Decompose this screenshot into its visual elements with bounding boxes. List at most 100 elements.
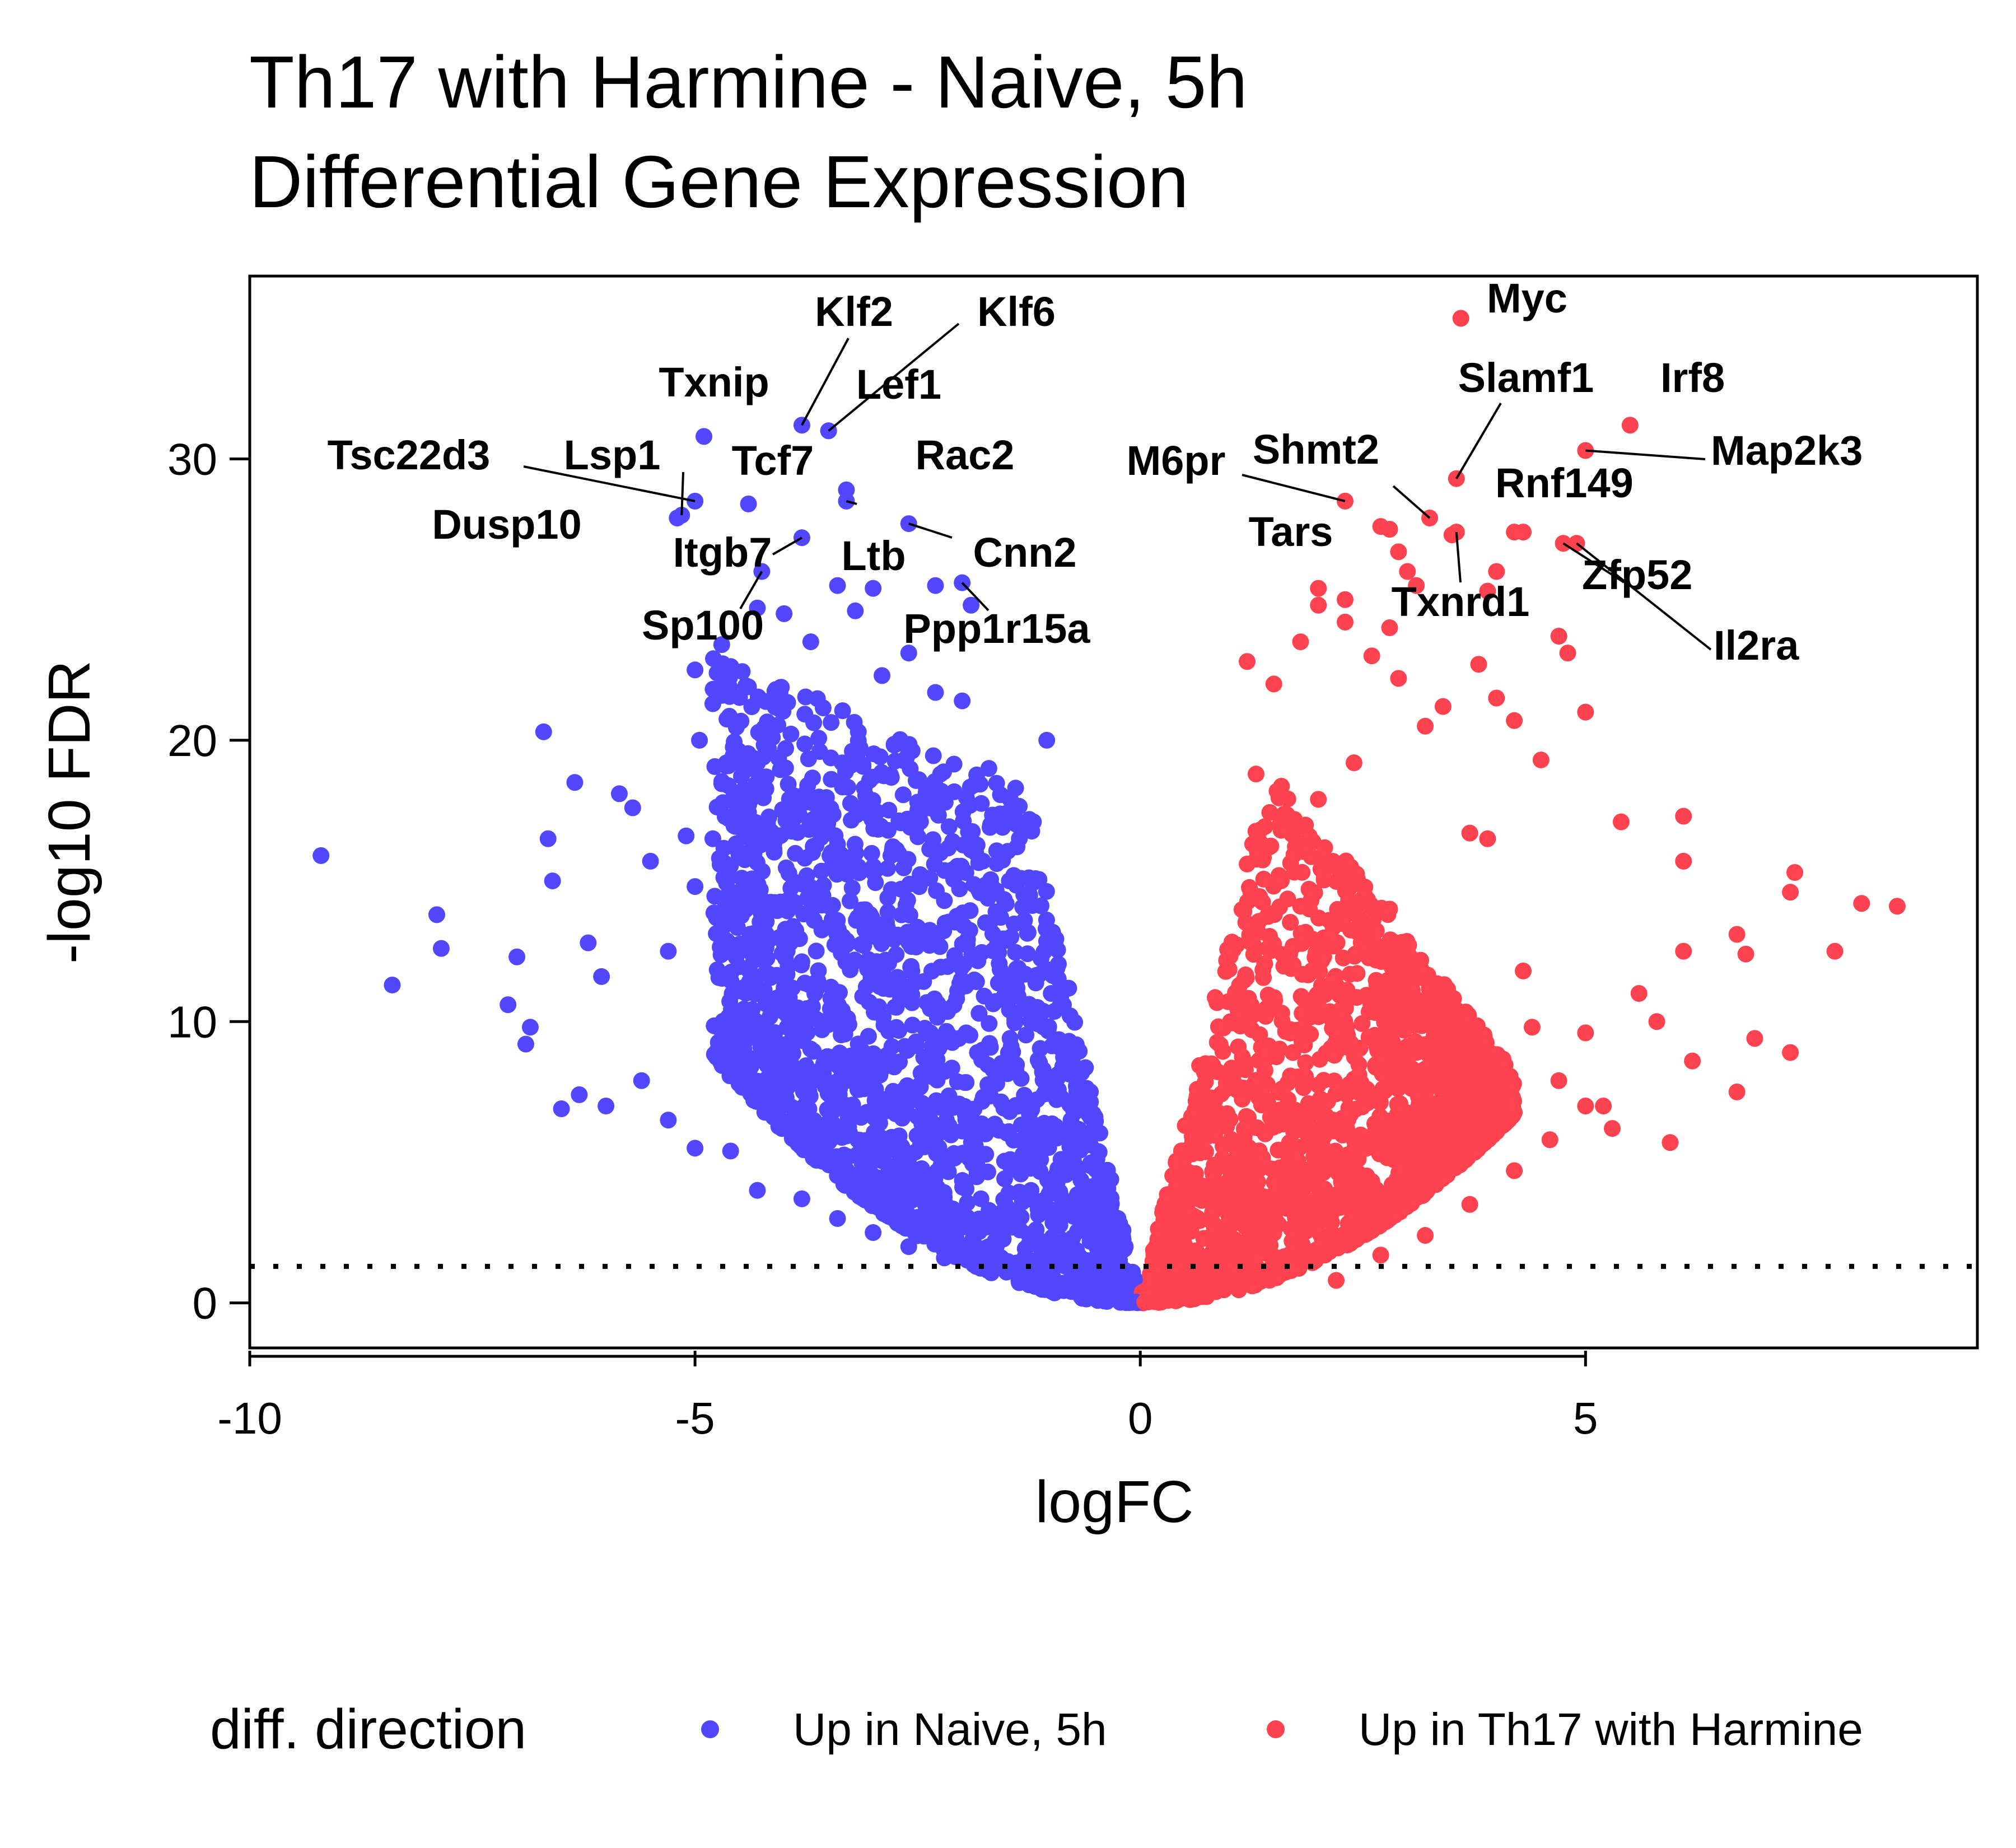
scatter-point: [384, 976, 401, 993]
scatter-point: [885, 736, 903, 754]
scatter-point: [798, 783, 815, 800]
scatter-point: [1060, 1033, 1077, 1050]
scatter-point: [1193, 1192, 1210, 1209]
scatter-point: [959, 936, 976, 953]
scatter-point: [987, 993, 1004, 1010]
gene-label-tsc22d3: Tsc22d3: [328, 432, 491, 478]
scatter-point: [712, 946, 730, 963]
scatter-point: [945, 1145, 963, 1162]
scatter-point: [1238, 1055, 1255, 1072]
gene-label-itgb7: Itgb7: [673, 529, 772, 576]
scatter-point: [1025, 813, 1042, 830]
scatter-point: [691, 731, 708, 749]
scatter-point: [1381, 900, 1398, 918]
scatter-point: [839, 778, 856, 796]
scatter-point: [1746, 1030, 1763, 1047]
axes-layer: -10 -5 0 5 0 10 20 30: [167, 435, 1598, 1443]
scatter-point: [1194, 1280, 1211, 1298]
scatter-point: [857, 978, 875, 996]
labeled-point-rnf149: [1514, 524, 1532, 541]
scatter-point: [1424, 978, 1441, 995]
scatter-point: [1300, 880, 1318, 898]
scatter-point: [796, 706, 814, 723]
scatter-point: [1241, 879, 1258, 896]
scatter-point: [1329, 900, 1346, 918]
scatter-point: [1371, 1108, 1389, 1125]
scatter-point: [798, 867, 815, 884]
scatter-point: [1270, 1141, 1287, 1159]
scatter-point: [929, 1094, 946, 1112]
legend-swatch: [1267, 1720, 1285, 1738]
scatter-point: [1000, 1184, 1018, 1202]
scatter-point: [1361, 1216, 1378, 1234]
scatter-point: [839, 1010, 856, 1027]
scatter-point: [814, 920, 831, 937]
scatter-point: [855, 937, 872, 954]
scatter-point: [928, 1145, 945, 1162]
gene-label-lsp1: Lsp1: [564, 432, 661, 478]
scatter-point: [1604, 1120, 1621, 1137]
scatter-point: [1684, 1052, 1701, 1070]
scatter-point: [1295, 1079, 1312, 1096]
scatter-point: [917, 1197, 934, 1214]
scatter-point: [521, 1019, 539, 1036]
scatter-point: [736, 851, 753, 869]
scatter-point: [823, 1014, 841, 1032]
scatter-point: [922, 1024, 939, 1042]
scatter-point: [782, 725, 800, 743]
scatter-point: [1417, 717, 1434, 735]
scatter-point: [1337, 1080, 1354, 1098]
scatter-point: [970, 1005, 988, 1022]
scatter-point: [708, 925, 725, 942]
scatter-point: [836, 1025, 853, 1043]
scatter-point: [1012, 1070, 1030, 1087]
scatter-point: [762, 834, 780, 851]
scatter-point: [767, 681, 785, 698]
scatter-point: [660, 942, 677, 960]
scatter-point: [1016, 1248, 1034, 1266]
scatter-point: [1460, 1020, 1477, 1037]
scatter-point: [1235, 1007, 1252, 1024]
scatter-point: [571, 1086, 588, 1103]
scatter-point: [773, 1054, 791, 1071]
scatter-point: [1265, 1225, 1282, 1242]
scatter-point: [1280, 952, 1298, 969]
scatter-point: [1305, 1252, 1322, 1270]
scatter-point: [872, 818, 889, 835]
scatter-point: [1353, 891, 1370, 908]
scatter-point: [708, 909, 725, 926]
scatter-point: [921, 1212, 937, 1229]
scatter-point: [1273, 1005, 1290, 1022]
scatter-point: [744, 1001, 761, 1018]
scatter-point: [856, 1141, 873, 1158]
scatter-point: [1310, 596, 1327, 614]
gene-label-map2k3: Map2k3: [1711, 427, 1863, 474]
gene-label-klf2: Klf2: [815, 288, 893, 335]
scatter-point: [1282, 855, 1299, 872]
scatter-point: [1277, 1023, 1294, 1040]
scatter-point: [733, 768, 750, 785]
scatter-point: [1048, 1091, 1065, 1108]
scatter-point: [810, 962, 827, 979]
scatter-point: [843, 749, 861, 767]
scatter-point: [990, 944, 1007, 961]
scatter-point: [1373, 1131, 1390, 1148]
scatter-point: [940, 818, 958, 836]
gene-label-ltb: Ltb: [841, 533, 906, 579]
scatter-point: [1399, 1134, 1416, 1151]
scatter-point: [793, 1190, 810, 1207]
x-tick-label: -10: [217, 1393, 282, 1443]
scatter-point: [932, 766, 949, 783]
scatter-point: [902, 760, 919, 777]
scatter-point: [1104, 1214, 1121, 1231]
scatter-point: [811, 743, 828, 760]
leader-line-txnrd1: [1455, 531, 1462, 583]
scatter-point: [1176, 1236, 1193, 1253]
scatter-point: [823, 1114, 841, 1131]
scatter-point: [1207, 1263, 1224, 1280]
scatter-point: [900, 736, 918, 753]
scatter-point: [1389, 1150, 1407, 1168]
scatter-point: [706, 888, 724, 905]
leader-line-tsc22d3: [523, 465, 696, 502]
scatter-point: [1675, 942, 1692, 960]
